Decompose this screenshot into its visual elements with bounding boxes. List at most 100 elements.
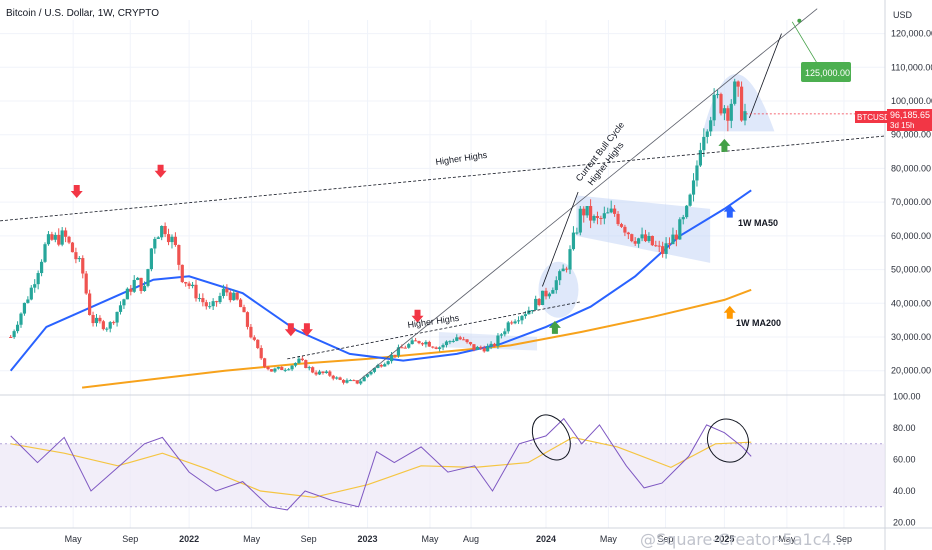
candle-down — [616, 213, 620, 225]
candle-down — [84, 273, 88, 294]
candle-down — [235, 292, 239, 300]
candle-up — [283, 369, 287, 371]
x-tick-label: May — [600, 534, 618, 544]
candle-down — [269, 369, 274, 372]
currency-label: USD — [893, 10, 913, 20]
candle-down — [321, 371, 325, 374]
red-down-arrow-icon — [154, 164, 167, 178]
candle-up — [540, 290, 545, 305]
candle-down — [661, 246, 665, 254]
candle-up — [19, 313, 23, 325]
x-tick-label: Sep — [301, 534, 317, 544]
x-tick-label: 2023 — [358, 534, 378, 544]
candle-up — [33, 284, 37, 288]
candle-up — [527, 310, 531, 315]
candle-up — [36, 273, 40, 285]
candle-up — [513, 321, 517, 324]
candle-down — [328, 371, 332, 376]
candle-up — [530, 310, 534, 312]
countdown-text: 3d 15h — [890, 121, 914, 130]
candle-up — [307, 367, 311, 369]
y-tick-label: 90,000.00 — [891, 130, 931, 140]
axes: 120,000.00 110,000.00 100,000.00 90,000.00 8… — [65, 29, 932, 544]
candle-down — [314, 372, 318, 375]
rsi-tick-label: 60.00 — [893, 455, 916, 465]
rsi-divergence-circle — [531, 414, 571, 461]
candle-up — [369, 371, 373, 375]
candle-down — [510, 322, 514, 324]
y-tick-label: 100,000.00 — [891, 96, 932, 106]
candle-up — [523, 314, 528, 317]
candle-down — [91, 315, 95, 324]
candle-up — [276, 367, 280, 369]
y-tick-label: 40,000.00 — [891, 298, 931, 308]
x-tick-label: 2022 — [179, 534, 199, 544]
candle-down — [482, 348, 486, 352]
candle-down — [112, 322, 116, 324]
candle-down — [280, 367, 284, 371]
candle-up — [77, 258, 81, 260]
candle-down — [249, 326, 253, 338]
candle-down — [88, 293, 92, 316]
candle-down — [403, 347, 407, 349]
y-tick-label: 70,000.00 — [891, 197, 931, 207]
candle-up — [297, 358, 301, 363]
candle-down — [81, 258, 85, 274]
ticker-badge — [855, 111, 887, 123]
rsi-tick-label: 100.00 — [893, 392, 921, 402]
y-tick-label: 50,000.00 — [891, 265, 931, 275]
candle-down — [468, 342, 473, 345]
candle-down — [472, 344, 476, 350]
candle-up — [568, 249, 572, 270]
candle-up — [486, 346, 490, 352]
candle-down — [657, 245, 661, 247]
candle-up — [489, 343, 493, 347]
candle-down — [228, 292, 232, 301]
candle-up — [733, 81, 737, 104]
candle-up — [424, 341, 428, 345]
blue-up-arrow-icon — [723, 204, 736, 218]
y-tick-label: 110,000.00 — [891, 62, 932, 72]
candle-up — [602, 213, 606, 219]
candle-up — [108, 322, 112, 329]
candle-down — [259, 348, 263, 359]
candle-down — [355, 380, 359, 384]
candle-down — [50, 234, 54, 240]
candle-up — [715, 94, 720, 96]
candle-up — [335, 377, 339, 379]
candle-up — [558, 271, 562, 281]
x-tick-label: May — [778, 534, 796, 544]
candle-down — [64, 230, 68, 237]
candle-up — [372, 367, 377, 372]
candle-down — [139, 277, 143, 292]
candle-down — [465, 339, 469, 343]
candle-down — [194, 284, 198, 299]
candle-down — [379, 365, 383, 367]
candle-down — [588, 206, 593, 221]
candle-up — [520, 316, 524, 321]
candle-up — [516, 320, 521, 322]
target-box-label: 125,000.00 — [805, 68, 850, 78]
candle-down — [263, 358, 267, 367]
candle-up — [592, 216, 596, 221]
red-down-arrow-icon — [284, 323, 297, 337]
candle-up — [22, 302, 27, 314]
candle-up — [94, 317, 99, 324]
candle-up — [29, 287, 33, 300]
rsi-lines — [10, 417, 752, 511]
candle-up — [506, 322, 510, 332]
x-tick-label: Sep — [122, 534, 138, 544]
red-down-arrow-icon — [411, 309, 424, 323]
breakout-ellipse — [538, 261, 579, 318]
candle-down — [166, 234, 171, 243]
candle-up — [702, 136, 706, 151]
candle-up — [575, 232, 579, 234]
candle-up — [153, 238, 157, 249]
candle-up — [43, 244, 47, 262]
candle-up — [585, 206, 589, 216]
candle-down — [101, 321, 105, 330]
candle-up — [561, 268, 565, 272]
price-badge — [887, 109, 932, 131]
red-down-arrow-icon — [300, 323, 313, 337]
candle-up — [317, 371, 322, 375]
